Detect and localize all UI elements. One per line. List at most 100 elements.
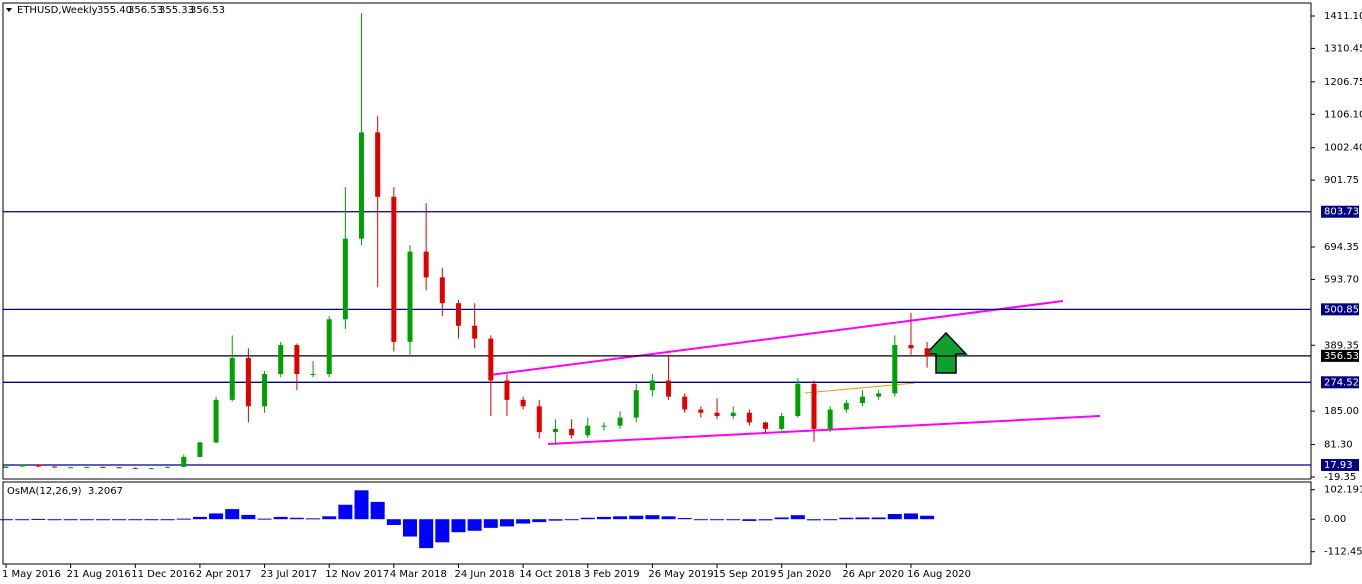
osc-bar [273, 516, 288, 520]
candle-body [730, 412, 736, 416]
x-tick-label: 21 Aug 2016 [67, 569, 131, 580]
y-tick-label: 1310.45 [1324, 43, 1362, 54]
candle-body [633, 390, 639, 418]
osc-bar [629, 515, 644, 520]
osc-bar [47, 519, 62, 521]
osc-bar [499, 519, 514, 527]
candle-body [488, 338, 494, 381]
osc-bar [306, 518, 321, 520]
candle-body [536, 406, 542, 433]
osc-bar [386, 519, 401, 525]
y-tick-label: 1206.75 [1324, 77, 1362, 88]
osc-bar [209, 513, 224, 520]
y-tick-label: 593.70 [1324, 274, 1359, 285]
osc-bar [920, 515, 935, 520]
main-frame [2, 2, 1312, 480]
osc-frame [2, 481, 1312, 565]
osc-bar [903, 513, 918, 520]
osc-bar [95, 519, 110, 521]
osc-bar [710, 519, 725, 521]
osc-bar [742, 519, 757, 521]
trendline [489, 300, 1064, 376]
osc-bar [726, 519, 741, 521]
level-box [1321, 349, 1359, 362]
candle-body [682, 396, 688, 410]
level-label: 356.53 [1324, 351, 1359, 362]
candle-body [245, 357, 251, 407]
osc-bar [807, 519, 821, 521]
x-tick-label: 23 Jul 2017 [261, 569, 318, 580]
osc-bar [241, 514, 256, 520]
level-label: 500.85 [1324, 304, 1359, 315]
level-label: 803.73 [1324, 207, 1359, 218]
candle-body [876, 393, 882, 397]
candle-body [294, 345, 300, 375]
osc-bar [774, 517, 789, 520]
y-tick-label: 0.00 [1324, 514, 1346, 525]
candle-body [504, 380, 510, 400]
quote-value: 355.33 [159, 5, 194, 16]
osc-bar [839, 517, 854, 520]
y-tick-label: -112.4566 [1324, 547, 1362, 558]
candle-body [375, 132, 381, 197]
candle-body [811, 383, 817, 429]
candle-body [326, 319, 332, 375]
osc-bar [790, 515, 805, 520]
osc-bar [338, 504, 353, 520]
x-tick-label: 3 Feb 2019 [584, 569, 640, 580]
level-box [1321, 376, 1359, 389]
candle-body [165, 466, 171, 468]
osc-bar [225, 509, 240, 520]
candle-body [407, 251, 413, 342]
candle-body [391, 196, 397, 342]
candle-body [132, 467, 138, 469]
osc-bar [467, 519, 482, 531]
candle-body [229, 357, 235, 400]
candle-body [763, 422, 769, 429]
y-tick-label: 389.35 [1324, 340, 1359, 351]
candle-body [262, 374, 268, 407]
osc-bar [192, 516, 207, 520]
osc-bar [0, 519, 13, 521]
osc-bar [483, 519, 498, 528]
x-tick-label: 2 Apr 2017 [196, 569, 251, 580]
candle-body [601, 425, 607, 427]
x-tick-label: 15 Sep 2019 [713, 569, 776, 580]
candle-body [859, 396, 865, 404]
osc-bar [887, 514, 902, 520]
osc-bar [112, 519, 127, 521]
osc-current: 3.2067 [88, 486, 123, 497]
candle-body [472, 325, 478, 339]
candle-body [213, 399, 219, 443]
candle-body [19, 464, 25, 467]
y-tick-label: 694.35 [1324, 242, 1359, 253]
x-tick-label: 12 Nov 2017 [325, 569, 389, 580]
candle-body [439, 277, 445, 304]
osc-bar [144, 519, 159, 521]
candle-body [779, 415, 785, 429]
osc-bar [677, 518, 692, 520]
quote-value: 355.40 [97, 5, 132, 16]
y-tick-label: -19.35 [1324, 472, 1356, 483]
up-arrow [924, 331, 968, 374]
candle-body [35, 464, 41, 467]
osc-bar [596, 516, 611, 520]
x-tick-label: 26 Apr 2020 [842, 569, 904, 580]
osc-bar [176, 518, 191, 520]
osc-bar [289, 517, 304, 520]
osc-bar [451, 519, 466, 533]
candle-body [3, 466, 9, 468]
osc-bar [15, 519, 30, 521]
candle-body [359, 132, 365, 239]
level-label: 17.93 [1324, 460, 1353, 471]
x-tick-label: 16 Aug 2020 [907, 569, 971, 580]
osc-bar [403, 519, 417, 537]
y-tick-label: 81.30 [1324, 440, 1353, 451]
trendline [804, 382, 916, 394]
osc-bar [548, 519, 563, 521]
y-tick-label: 901.75 [1324, 175, 1359, 186]
x-tick-label: 4 Mar 2018 [390, 569, 447, 580]
y-tick-label: 185.00 [1324, 406, 1359, 417]
